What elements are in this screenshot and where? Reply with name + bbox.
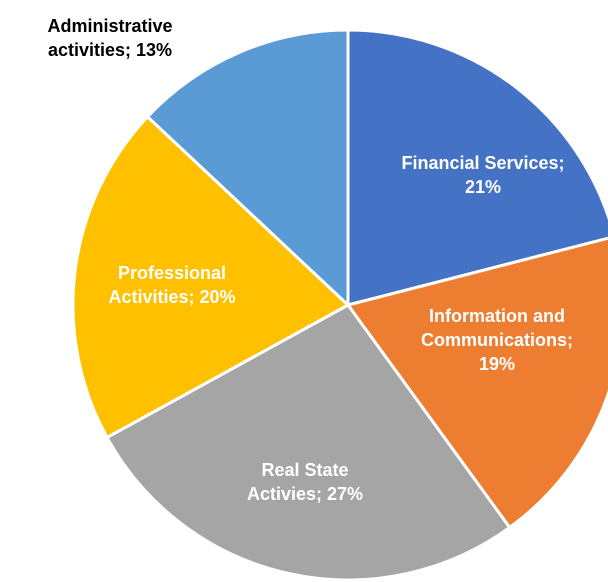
data-label: Professional Activities; 20%	[108, 263, 236, 307]
pie-slice	[346, 28, 608, 307]
data-label: Administrative activities; 13%	[47, 16, 173, 60]
data-label: Financial Services; 21%	[401, 153, 565, 197]
pie-slice	[145, 28, 350, 309]
pie-slice	[71, 114, 351, 440]
data-label: Real State Activies; 27%	[246, 460, 364, 504]
pie-slice	[345, 236, 608, 530]
pie-slice	[104, 303, 512, 582]
data-label: Information and Communications; 19%	[420, 306, 573, 374]
